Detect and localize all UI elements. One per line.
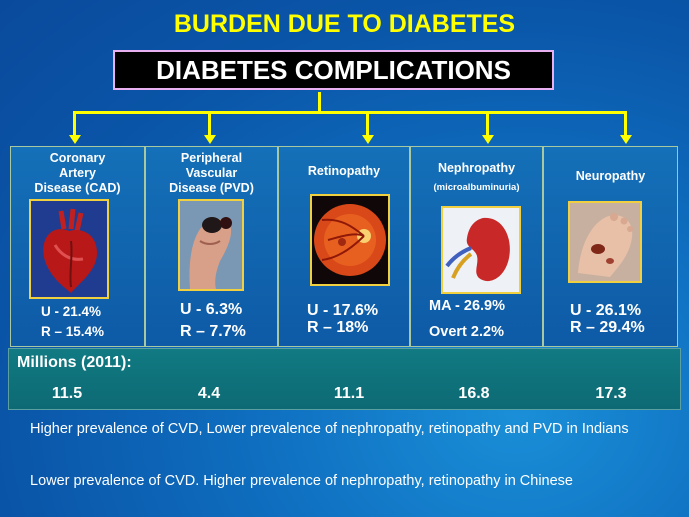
column-retinopathy: Retinopathy U - 17.6% R – 18%: [278, 146, 410, 347]
slide-title: BURDEN DUE TO DIABETES: [173, 10, 516, 38]
millions-label: Millions (2011):: [17, 354, 132, 371]
label-line: Retinopathy: [307, 164, 381, 178]
rural-value: R – 18%: [307, 319, 369, 336]
arrow-down-icon: [203, 135, 216, 144]
column-label: Neuropathy: [544, 169, 677, 184]
millions-value-pvd: 4.4: [197, 385, 221, 402]
millions-value-retinopathy: 11.1: [333, 385, 365, 402]
column-label: Coronary Artery Disease (CAD): [11, 151, 144, 196]
neuropathic-foot-icon: [568, 201, 642, 283]
urban-value: U - 26.1%: [570, 302, 642, 319]
urban-value: U - 6.3%: [180, 301, 243, 318]
connector-drop-1: [73, 111, 76, 135]
column-pvd: Peripheral Vascular Disease (PVD) U - 6.…: [145, 146, 278, 347]
connector-drop-5: [624, 111, 627, 135]
heart-icon: [29, 199, 109, 299]
connector-drop-3: [366, 111, 369, 135]
label-line: Coronary: [49, 151, 106, 165]
label-line: Neuropathy: [575, 169, 646, 183]
arrow-down-icon: [481, 135, 494, 144]
label-line: Nephropathy: [437, 161, 516, 175]
label-line: Disease (PVD): [169, 181, 254, 195]
millions-value-neuropathy: 17.3: [595, 385, 627, 402]
overt-value: Overt 2.2%: [429, 324, 504, 340]
column-neuropathy: Neuropathy U - 26.1% R – 29.4%: [543, 146, 678, 347]
label-line: Vascular: [185, 166, 238, 180]
millions-value-nephropathy: 16.8: [458, 385, 490, 402]
complications-header-text: DIABETES COMPLICATIONS: [156, 54, 511, 85]
column-label: Retinopathy: [279, 164, 409, 179]
connector-bar: [74, 111, 627, 114]
arrow-down-icon: [361, 135, 374, 144]
microalbuminuria-value: MA - 26.9%: [429, 298, 506, 314]
connector-trunk: [318, 92, 321, 112]
column-nephropathy: Nephropathy (microalbuminuria) MA - 26.9…: [410, 146, 543, 347]
note-chinese: Lower prevalence of CVD. Higher prevalen…: [30, 473, 573, 489]
urban-value: U - 21.4%: [41, 304, 102, 319]
millions-panel: Millions (2011): 11.5 4.4 11.1 16.8 17.3: [8, 348, 681, 410]
label-line: Disease (CAD): [34, 181, 121, 195]
urban-value: U - 17.6%: [307, 302, 379, 319]
note-indians: Higher prevalence of CVD, Lower prevalen…: [30, 421, 629, 437]
connector-drop-2: [208, 111, 211, 135]
column-label: Nephropathy (microalbuminuria): [411, 161, 542, 195]
label-line: Artery: [59, 166, 96, 180]
column-label: Peripheral Vascular Disease (PVD): [146, 151, 277, 196]
millions-value-cad: 11.5: [51, 385, 83, 402]
column-cad: Coronary Artery Disease (CAD) U - 21.4% …: [10, 146, 145, 347]
complications-header: DIABETES COMPLICATIONS: [113, 50, 554, 90]
connector-drop-4: [486, 111, 489, 135]
rural-value: R – 15.4%: [41, 324, 105, 339]
kidney-icon: [441, 206, 521, 294]
label-line: Peripheral: [180, 151, 243, 165]
rural-value: R – 29.4%: [570, 319, 645, 336]
rural-value: R – 7.7%: [180, 323, 246, 340]
retina-icon: [310, 194, 390, 286]
label-subtitle: (microalbuminuria): [433, 182, 520, 193]
arrow-down-icon: [619, 135, 632, 144]
gangrene-foot-icon: [178, 199, 244, 291]
arrow-down-icon: [68, 135, 81, 144]
